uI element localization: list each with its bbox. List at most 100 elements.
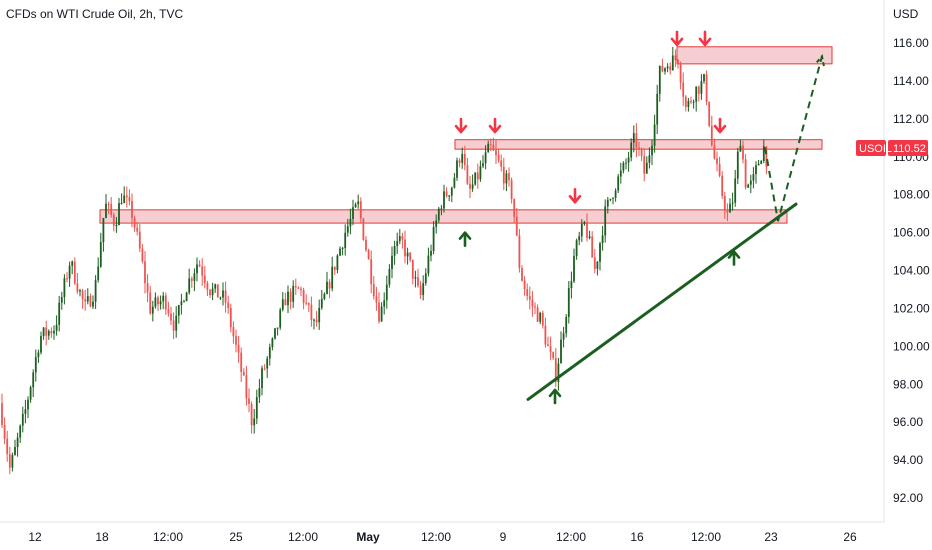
- candle-body: [614, 190, 617, 198]
- candle-body: [541, 312, 544, 326]
- candle-body: [601, 235, 604, 244]
- candle-body: [209, 289, 211, 296]
- candle-body: [417, 277, 419, 286]
- candle-body: [29, 387, 32, 400]
- candle-body: [232, 327, 235, 337]
- candle-body: [671, 55, 674, 71]
- candle-body: [445, 191, 448, 197]
- time-tick-label: 23: [764, 530, 778, 544]
- candle-body: [669, 66, 672, 71]
- candle-body: [632, 133, 635, 143]
- candle-body: [164, 295, 167, 310]
- candle-body: [193, 273, 196, 281]
- candle-body: [81, 290, 84, 300]
- candle-body: [700, 81, 703, 94]
- candle-body: [305, 302, 308, 304]
- candle-body: [294, 285, 297, 288]
- candle-body: [115, 225, 118, 227]
- candle-body: [136, 227, 139, 232]
- green-up-arrow-head: [458, 231, 472, 240]
- candle-body: [617, 176, 620, 191]
- candle-body: [333, 266, 336, 270]
- candle-body: [495, 150, 497, 156]
- price-tick-label: 98.00: [893, 377, 923, 391]
- candle-body: [185, 292, 188, 302]
- candle-body: [118, 203, 120, 226]
- candle-body: [354, 204, 357, 208]
- candle-body: [141, 248, 144, 262]
- red-down-arrow-head: [698, 37, 712, 47]
- candle-body: [367, 249, 370, 260]
- candle-body: [661, 65, 664, 72]
- candle-body: [586, 222, 588, 238]
- candle-body: [183, 301, 185, 303]
- candle-body: [287, 291, 289, 306]
- price-tick-label: 114.00: [893, 74, 929, 88]
- candle-body: [734, 178, 737, 203]
- candle-body: [692, 101, 695, 103]
- candle-body: [547, 344, 549, 347]
- candle-body: [760, 161, 763, 164]
- candle-body: [73, 261, 76, 284]
- time-tick-label: 16: [630, 530, 644, 544]
- time-tick-label: 12:00: [288, 530, 318, 544]
- candle-body: [635, 133, 638, 148]
- candle-body: [388, 269, 391, 285]
- candle-body: [235, 336, 237, 345]
- price-tick-label: 94.00: [893, 453, 923, 467]
- candle-body: [263, 368, 266, 370]
- candle-body: [705, 74, 708, 102]
- candle-body: [484, 152, 487, 164]
- candle-body: [227, 302, 230, 308]
- candle-body: [271, 338, 274, 348]
- candle-body: [76, 283, 79, 292]
- candle-body: [619, 170, 622, 177]
- candle-body: [86, 296, 89, 302]
- candle-body: [500, 160, 503, 167]
- candle-body: [154, 297, 157, 307]
- candle-body: [216, 284, 219, 298]
- candle-body: [50, 331, 53, 334]
- candle-body: [523, 280, 526, 290]
- candle-body: [684, 96, 687, 108]
- candle-body: [573, 256, 575, 282]
- candle-body: [422, 283, 425, 296]
- candle-body: [749, 180, 752, 185]
- candle-body: [679, 64, 682, 83]
- candle-body: [162, 295, 165, 302]
- candle-body: [424, 273, 427, 284]
- candle-body: [261, 368, 263, 389]
- candle-body: [622, 163, 625, 171]
- candle-body: [206, 283, 209, 290]
- candle-body: [656, 93, 659, 125]
- candle-body: [729, 203, 731, 213]
- candle-body: [203, 275, 206, 284]
- price-tick-label: 116.00: [893, 36, 929, 50]
- candle-body: [736, 151, 739, 179]
- green-up-arrow-head: [727, 250, 741, 259]
- candle-body: [172, 320, 175, 331]
- candle-body: [391, 255, 393, 270]
- candle-body: [365, 239, 367, 250]
- candle-body: [440, 208, 443, 210]
- candle-body: [71, 261, 74, 266]
- candle-body: [648, 155, 651, 163]
- last-price-badge: USOIL 110.52: [856, 140, 928, 156]
- support-trendline: [526, 202, 798, 401]
- candle-body: [89, 296, 92, 307]
- candle-body: [497, 155, 500, 161]
- candle-body: [151, 306, 154, 314]
- candle-body: [562, 333, 565, 340]
- candle-body: [666, 66, 669, 69]
- candle-body: [214, 284, 217, 289]
- candle-body: [159, 301, 162, 305]
- candle-body: [731, 202, 734, 204]
- candle-body: [534, 306, 536, 308]
- candle-body: [292, 285, 295, 302]
- candle-body: [383, 300, 386, 307]
- candle-body: [471, 184, 474, 189]
- candle-body: [687, 100, 690, 108]
- candle-body: [144, 261, 146, 284]
- candle-body: [625, 162, 627, 164]
